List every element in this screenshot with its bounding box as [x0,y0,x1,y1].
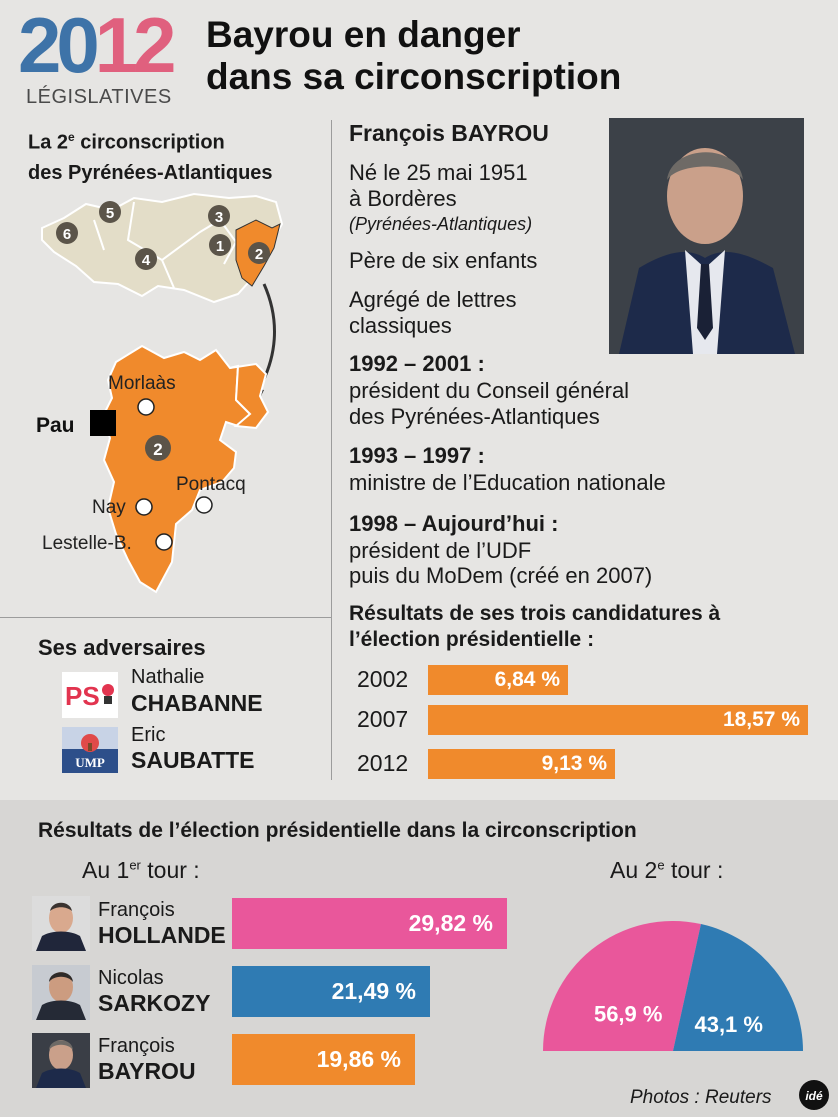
candidate-2-first: Nicolas [98,967,164,989]
pie-slice-hollande [543,921,701,1051]
town-label-nay: Nay [92,497,126,518]
marker-6: 6 [63,226,71,243]
first-round-bar-hollande: 29,82 % [232,898,507,949]
photo-credit: Photos : Reuters [630,1087,772,1108]
adversary-1-last: CHABANNE [131,690,263,716]
section-divider [0,617,331,618]
marker-2: 2 [255,246,263,263]
hollande-photo [32,896,90,951]
bio-name: François BAYROU [349,120,549,146]
candidate-2-last: SARKOZY [98,990,211,1016]
headline: Bayrou en danger dans sa circonscription [206,14,621,98]
candidate-1-last: HOLLANDE [98,922,226,948]
ps-logo-text: PS [65,681,100,711]
ps-logo-icon: PS [65,681,114,711]
district-markers: 3 1 2 4 5 6 [56,201,270,270]
ps-logo: PS [62,672,118,718]
bio-family: Père de six enfants [349,248,538,273]
pie-slice-hollande-label: 56,9 % [594,1001,663,1026]
ump-logo-icon: UMP [62,727,118,770]
role-3-line2: puis du MoDem (créé en 2007) [349,563,653,588]
second-round-pie: 56,9 % 43,1 % [543,921,803,1051]
town-dot-pontacq [195,496,213,514]
logo-subtitle: LÉGISLATIVES [26,86,172,108]
ide-logo-text: idé [805,1089,823,1103]
marker-1: 1 [216,238,224,255]
role-2-line1: ministre de l’Education nationale [349,470,666,495]
town-label-pontacq: Pontacq [176,474,246,495]
first-round-post: tour : [140,857,200,883]
town-label-pau: Pau [36,414,75,437]
presidential-bar-2007: 18,57 % [428,705,808,735]
year-label-2007: 2007 [357,706,409,732]
marker-5: 5 [106,205,114,222]
circonscription-map: 3 1 2 4 5 6 Morlaàs Pau 2 Pontacq Nay Le… [36,192,284,594]
year-label-2002: 2002 [357,666,409,692]
marker-4: 4 [142,252,151,269]
headline-line1: Bayrou en danger [206,14,521,55]
town-label-morlaas: Morlaàs [108,373,176,394]
logo-year-part1: 20 [18,1,100,89]
town-dot-nay [135,498,153,516]
second-round-post: tour : [664,857,724,883]
first-round-pre: Au 1 [82,857,130,883]
ide-logo-icon: idé [799,1080,829,1110]
bio-born-line3: (Pyrénées-Atlantiques) [349,214,533,234]
adversary-1-first: Nathalie [131,666,205,688]
second-round-sup: e [657,857,665,873]
presidential-bar-2002: 6,84 % [428,665,568,695]
column-divider [331,120,332,780]
first-round-bar-sarkozy: 21,49 % [232,966,430,1017]
circ-title-pre: La 2 [28,131,69,154]
year-label-2012: 2012 [357,750,409,776]
presidential-title: Résultats de ses trois candidatures à l’… [349,602,721,651]
town-label-lestelle: Lestelle-B. [42,533,132,554]
circ-title-rest: circonscription [74,131,225,154]
adversary-2-last: SAUBATTE [131,747,255,773]
bayrou-photo [609,118,804,354]
circ-title-sup: e [68,130,75,144]
role-3-line1: président de l’UDF [349,538,532,563]
bio-born-line1: Né le 25 mai 1951 [349,160,528,185]
town-dot-lestelle [155,533,173,551]
role-2-period: 1993 – 1997 : [349,443,485,468]
circ-title-line2: des Pyrénées-Atlantiques [28,161,273,184]
sarkozy-photo [32,965,90,1020]
bio-degree-line2: classiques [349,313,452,338]
adversaires-title: Ses adversaires [38,635,206,660]
headline-line2: dans sa circonscription [206,56,622,97]
pie-slice-sarkozy-label: 43,1 % [694,1012,763,1037]
role-1-line1: président du Conseil général [349,378,630,403]
results-title: Résultats de l’élection présidentielle d… [38,819,637,842]
pau-marker [90,410,116,436]
logo-year: 2012 [18,6,177,84]
role-3-period: 1998 – Aujourd’hui : [349,511,559,536]
ump-logo: UMP [62,727,118,773]
district-2-zoom-east [229,362,270,430]
ump-logo-text: UMP [75,755,105,770]
role-1-period: 1992 – 2001 : [349,351,485,376]
second-round-label: Au 2e tour : [610,857,723,884]
bayrou-small-photo [32,1033,90,1088]
marker-3: 3 [215,209,223,226]
candidate-1-first: François [98,899,175,921]
logo-year-part2: 12 [94,1,177,89]
pie-slice-sarkozy [673,924,803,1051]
candidate-3-first: François [98,1035,175,1057]
first-round-bar-bayrou: 19,86 % [232,1034,415,1085]
bio-born-line2: à Bordères [349,186,457,211]
zoom-marker-2: 2 [153,440,162,459]
bio-degree-line1: Agrégé de lettres [349,287,517,312]
adversary-2-first: Eric [131,724,166,746]
town-dot-morlaas [137,398,155,416]
second-round-pre: Au 2 [610,857,658,883]
circonscription-title: La 2e circonscription des Pyrénées-Atlan… [28,122,273,188]
role-1-line2: des Pyrénées-Atlantiques [349,404,600,429]
first-round-label: Au 1er tour : [82,857,200,884]
candidate-3-last: BAYROU [98,1058,196,1084]
first-round-sup: er [129,857,141,873]
presidential-bar-2012: 9,13 % [428,749,615,779]
